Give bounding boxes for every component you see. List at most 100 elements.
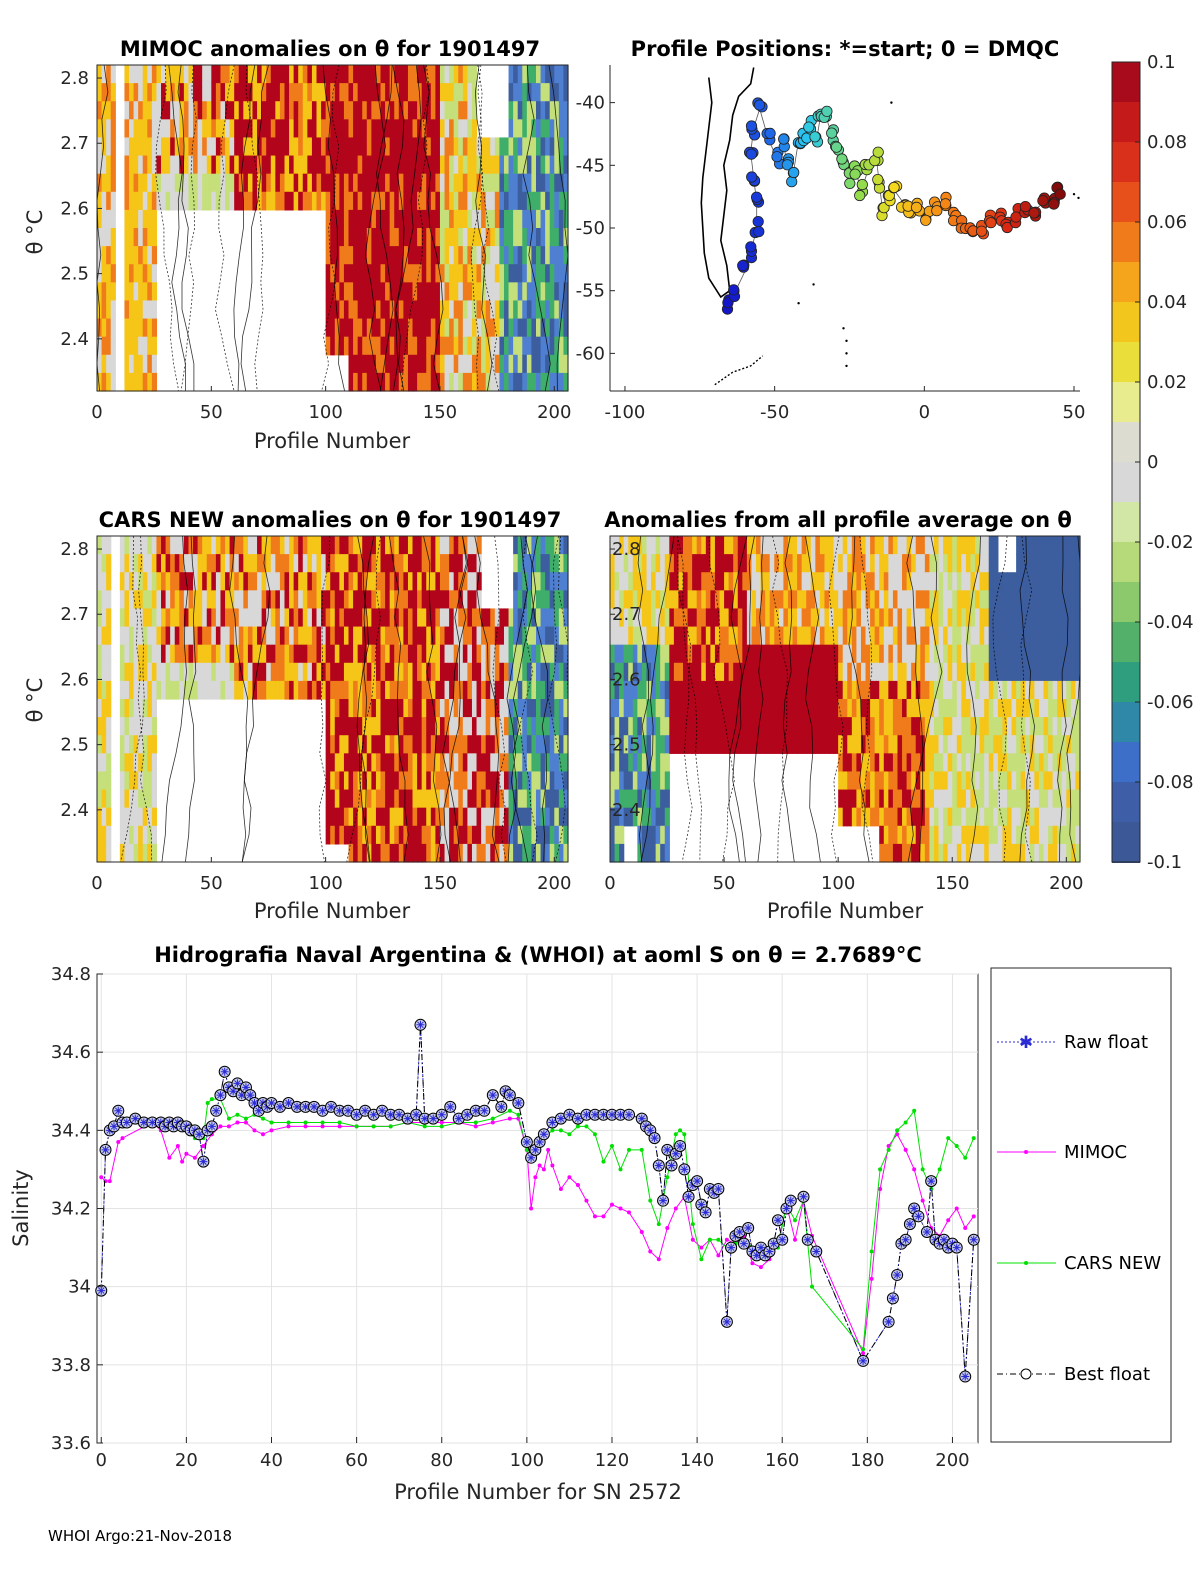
heat-cell xyxy=(257,626,263,646)
heat-cell xyxy=(284,137,290,157)
heat-cell xyxy=(929,825,935,845)
heat-cell xyxy=(701,662,707,682)
heat-cell xyxy=(97,83,103,102)
heat-cell xyxy=(503,155,510,175)
heat-cell xyxy=(334,209,340,229)
heat-cell xyxy=(984,771,990,791)
heat-cell xyxy=(765,699,771,718)
heat-cell xyxy=(545,771,551,791)
heat-cell xyxy=(462,753,468,773)
heat-cell xyxy=(517,843,523,863)
heat-cell xyxy=(389,644,395,664)
heat-cell xyxy=(362,372,368,392)
heat-cell xyxy=(733,590,739,610)
heat-cell xyxy=(526,590,533,610)
y-tick-label: 2.4 xyxy=(60,329,89,350)
mimoc-point xyxy=(912,1167,917,1172)
heat-cell xyxy=(476,155,482,175)
mimoc-heatmap[interactable] xyxy=(96,64,569,392)
heat-cell xyxy=(389,101,395,120)
y-tick-label: 2.8 xyxy=(60,539,89,560)
heat-cell xyxy=(829,680,835,700)
heat-cell xyxy=(545,807,551,827)
heat-cell xyxy=(417,101,423,120)
heat-cell xyxy=(444,336,450,356)
heat-cell xyxy=(554,318,560,338)
heat-cell xyxy=(165,662,171,682)
heat-cell xyxy=(1061,572,1067,591)
heat-cell xyxy=(705,717,711,736)
heat-cell xyxy=(614,680,620,700)
heat-cell xyxy=(202,119,208,139)
heat-cell xyxy=(279,65,286,84)
heat-cell xyxy=(462,209,468,229)
heat-cell xyxy=(321,119,327,139)
heat-cell xyxy=(174,155,180,175)
heat-cell xyxy=(266,173,272,193)
heat-cell xyxy=(362,680,368,700)
heat-cell xyxy=(334,554,340,573)
cars-point xyxy=(260,1116,265,1121)
heat-cell xyxy=(380,372,386,392)
heat-cell xyxy=(293,662,299,682)
mimoc-point xyxy=(567,1175,572,1180)
heat-cell xyxy=(266,119,272,139)
heat-cell xyxy=(952,771,958,791)
cars-heatmap[interactable] xyxy=(97,535,569,863)
heat-cell xyxy=(549,536,555,555)
heat-cell xyxy=(810,644,816,664)
heat-cell xyxy=(266,572,272,591)
heat-cell xyxy=(142,101,148,120)
heat-cell xyxy=(1025,644,1031,664)
colorbar-tick-label: 0.08 xyxy=(1147,132,1187,153)
heat-cell xyxy=(389,83,395,102)
heat-cell xyxy=(353,173,359,193)
heat-cell xyxy=(261,680,267,700)
heat-cell xyxy=(311,572,318,591)
heat-cell xyxy=(947,825,953,845)
heat-cell xyxy=(687,662,693,682)
heat-cell xyxy=(984,608,990,628)
heat-cell xyxy=(988,644,994,664)
heat-cell xyxy=(545,264,551,283)
heat-cell xyxy=(124,65,130,84)
heat-cell xyxy=(133,372,139,392)
heat-cell xyxy=(270,680,276,700)
heat-cell xyxy=(165,101,171,120)
heat-cell xyxy=(252,608,258,628)
heat-cell xyxy=(385,662,391,682)
heat-cell xyxy=(915,536,921,555)
heat-cell xyxy=(801,644,807,664)
allavg-heatmap[interactable] xyxy=(610,535,1081,863)
heat-cell xyxy=(142,680,148,700)
heat-cell xyxy=(421,554,427,573)
heat-cell xyxy=(558,699,565,718)
heat-cell xyxy=(797,608,803,628)
heat-cell xyxy=(522,300,528,320)
heat-cell xyxy=(549,590,555,610)
heat-cell xyxy=(348,536,354,555)
heat-cell xyxy=(417,318,423,338)
heat-cell xyxy=(330,644,336,664)
heat-cell xyxy=(610,699,616,718)
heat-cell xyxy=(435,590,441,610)
heat-cell xyxy=(756,608,762,628)
heat-cell xyxy=(655,644,661,664)
heat-cell xyxy=(476,825,482,845)
heat-cell xyxy=(494,735,500,754)
heat-cell xyxy=(220,662,226,682)
heat-cell xyxy=(234,536,240,555)
heat-cell xyxy=(522,608,528,628)
heat-cell xyxy=(458,191,464,211)
heat-cell xyxy=(202,173,208,193)
heat-cell xyxy=(517,699,523,718)
heat-cell xyxy=(266,83,272,102)
heat-cell xyxy=(558,354,565,374)
heat-cell xyxy=(453,843,459,863)
heat-cell xyxy=(563,101,569,120)
mimoc-point xyxy=(592,1214,597,1219)
heat-cell xyxy=(330,825,336,845)
heat-cell xyxy=(243,644,249,664)
heat-cell xyxy=(933,644,940,664)
heat-cell xyxy=(892,717,899,736)
